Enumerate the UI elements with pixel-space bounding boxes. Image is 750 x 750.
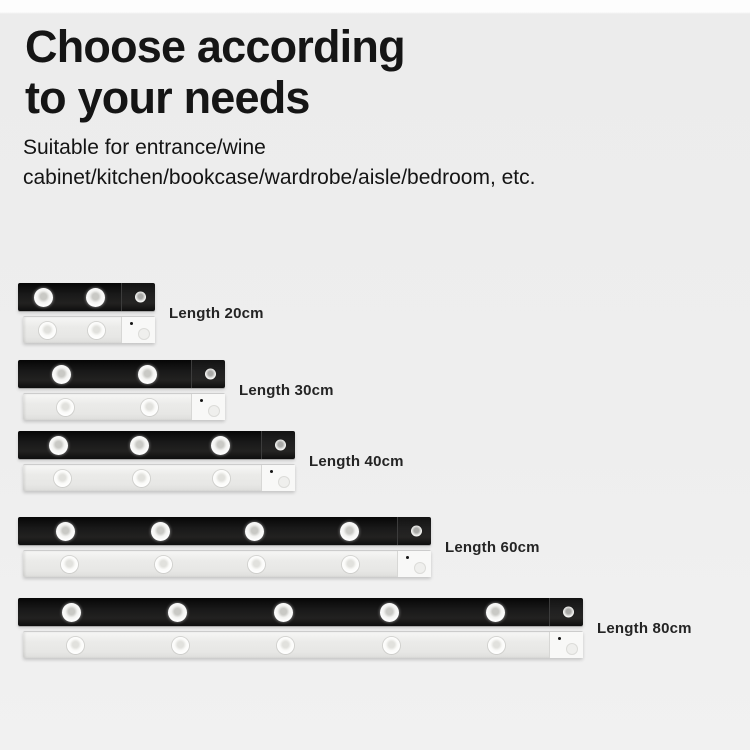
led-light [61,602,81,622]
led-strip [23,317,121,343]
sensor-section [549,598,583,626]
product-row: Length 60cm [18,517,540,577]
motion-sensor-icon [205,368,216,380]
led-strip [18,360,191,388]
subtitle: Suitable for entrance/wine cabinet/kitch… [23,136,536,190]
light-bar-black [18,431,295,459]
light-bar-black [18,517,431,545]
indicator-dot [558,637,561,640]
led-light [67,636,85,654]
led-light [56,398,74,416]
led-light [85,287,105,307]
led-light [172,636,190,654]
led-light [382,636,400,654]
led-light [39,321,56,339]
led-strip [23,551,397,577]
length-label: Length 80cm [597,619,692,637]
page-title-line-1: Choose according [25,21,406,72]
sensor-section [549,632,583,658]
led-strip [23,394,191,420]
led-light [245,521,265,541]
led-light [211,435,230,455]
led-light [487,636,505,654]
led-light [54,469,72,487]
length-label: Length 30cm [239,381,334,399]
led-strip [23,632,549,658]
led-strip [23,465,261,491]
led-light [380,602,400,622]
light-bar-pair [18,360,225,420]
sensor-section [397,551,431,577]
product-row: Length 30cm [18,360,334,420]
motion-sensor-icon [414,562,426,574]
product-row: Length 20cm [18,283,264,343]
product-row: Length 80cm [18,598,692,658]
light-bar-black [18,360,225,388]
led-light [51,364,71,384]
light-bar-black [18,283,155,311]
product-row: Length 40cm [18,431,404,491]
led-light [248,555,266,573]
indicator-dot [130,322,133,325]
light-bar-pair [18,283,155,343]
led-strip [18,517,397,545]
indicator-dot [406,556,409,559]
led-light [341,555,359,573]
page-title: Choose according to your needs [25,21,406,124]
light-bar-white [23,550,431,577]
sensor-section [191,394,225,420]
motion-sensor-icon [411,525,422,537]
led-light [138,364,158,384]
motion-sensor-icon [135,291,146,303]
light-bar-black [18,598,583,626]
led-light [88,321,105,339]
page-title-line-2: to your needs [25,71,310,123]
led-strip [18,283,121,311]
motion-sensor-icon [278,476,290,488]
light-bar-white [23,316,155,343]
sensor-section [261,465,295,491]
sensor-section [121,317,155,343]
sensor-section [261,431,295,459]
led-light [486,602,506,622]
light-bar-pair [18,598,583,658]
length-label: Length 40cm [309,452,404,470]
led-light [55,521,75,541]
led-light [130,435,149,455]
sensor-section [121,283,155,311]
led-light [34,287,54,307]
led-light [140,398,158,416]
led-light [49,435,68,455]
length-label: Length 60cm [445,538,540,556]
indicator-dot [200,399,203,402]
motion-sensor-icon [275,439,286,451]
length-label: Length 20cm [169,304,264,322]
light-bar-white [23,631,583,658]
sensor-section [397,517,431,545]
led-light [277,636,295,654]
light-bar-white [23,393,225,420]
led-light [212,469,230,487]
sensor-section [191,360,225,388]
motion-sensor-icon [566,643,578,655]
light-bar-pair [18,517,431,577]
led-light [150,521,170,541]
motion-sensor-icon [563,606,574,618]
led-light [273,602,293,622]
motion-sensor-icon [138,328,150,340]
led-strip [18,431,261,459]
motion-sensor-icon [208,405,220,417]
indicator-dot [270,470,273,473]
led-strip [18,598,549,626]
led-light [340,521,360,541]
light-bar-white [23,464,295,491]
light-bar-pair [18,431,295,491]
led-light [133,469,151,487]
led-light [167,602,187,622]
led-light [61,555,79,573]
led-light [154,555,172,573]
